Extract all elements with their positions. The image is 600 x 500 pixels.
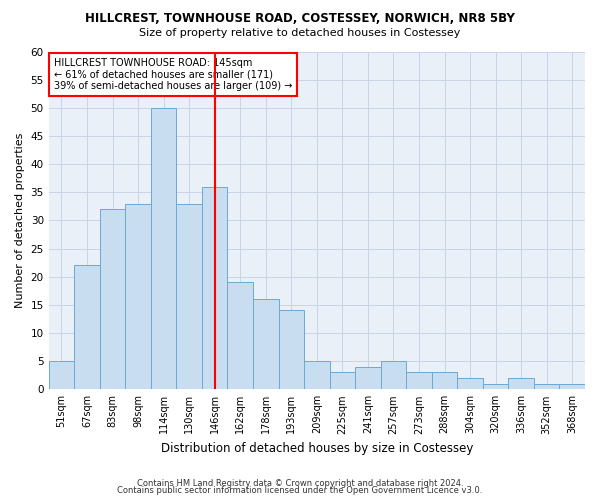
Text: Contains public sector information licensed under the Open Government Licence v3: Contains public sector information licen… xyxy=(118,486,482,495)
Bar xyxy=(202,186,227,390)
Bar xyxy=(278,310,304,390)
Bar xyxy=(534,384,559,390)
Bar xyxy=(100,209,125,390)
Text: HILLCREST TOWNHOUSE ROAD: 145sqm
← 61% of detached houses are smaller (171)
39% : HILLCREST TOWNHOUSE ROAD: 145sqm ← 61% o… xyxy=(54,58,292,92)
Bar xyxy=(176,204,202,390)
Bar xyxy=(559,384,585,390)
Text: Size of property relative to detached houses in Costessey: Size of property relative to detached ho… xyxy=(139,28,461,38)
Bar xyxy=(151,108,176,390)
Bar xyxy=(253,299,278,390)
Bar xyxy=(457,378,483,390)
Text: Contains HM Land Registry data © Crown copyright and database right 2024.: Contains HM Land Registry data © Crown c… xyxy=(137,478,463,488)
Bar xyxy=(329,372,355,390)
Bar xyxy=(508,378,534,390)
Bar xyxy=(74,266,100,390)
Bar xyxy=(125,204,151,390)
Bar xyxy=(355,367,380,390)
Bar xyxy=(227,282,253,390)
Bar xyxy=(49,361,74,390)
X-axis label: Distribution of detached houses by size in Costessey: Distribution of detached houses by size … xyxy=(161,442,473,455)
Y-axis label: Number of detached properties: Number of detached properties xyxy=(15,132,25,308)
Bar xyxy=(380,361,406,390)
Bar xyxy=(406,372,432,390)
Text: HILLCREST, TOWNHOUSE ROAD, COSTESSEY, NORWICH, NR8 5BY: HILLCREST, TOWNHOUSE ROAD, COSTESSEY, NO… xyxy=(85,12,515,26)
Bar xyxy=(432,372,457,390)
Bar xyxy=(304,361,329,390)
Bar xyxy=(483,384,508,390)
